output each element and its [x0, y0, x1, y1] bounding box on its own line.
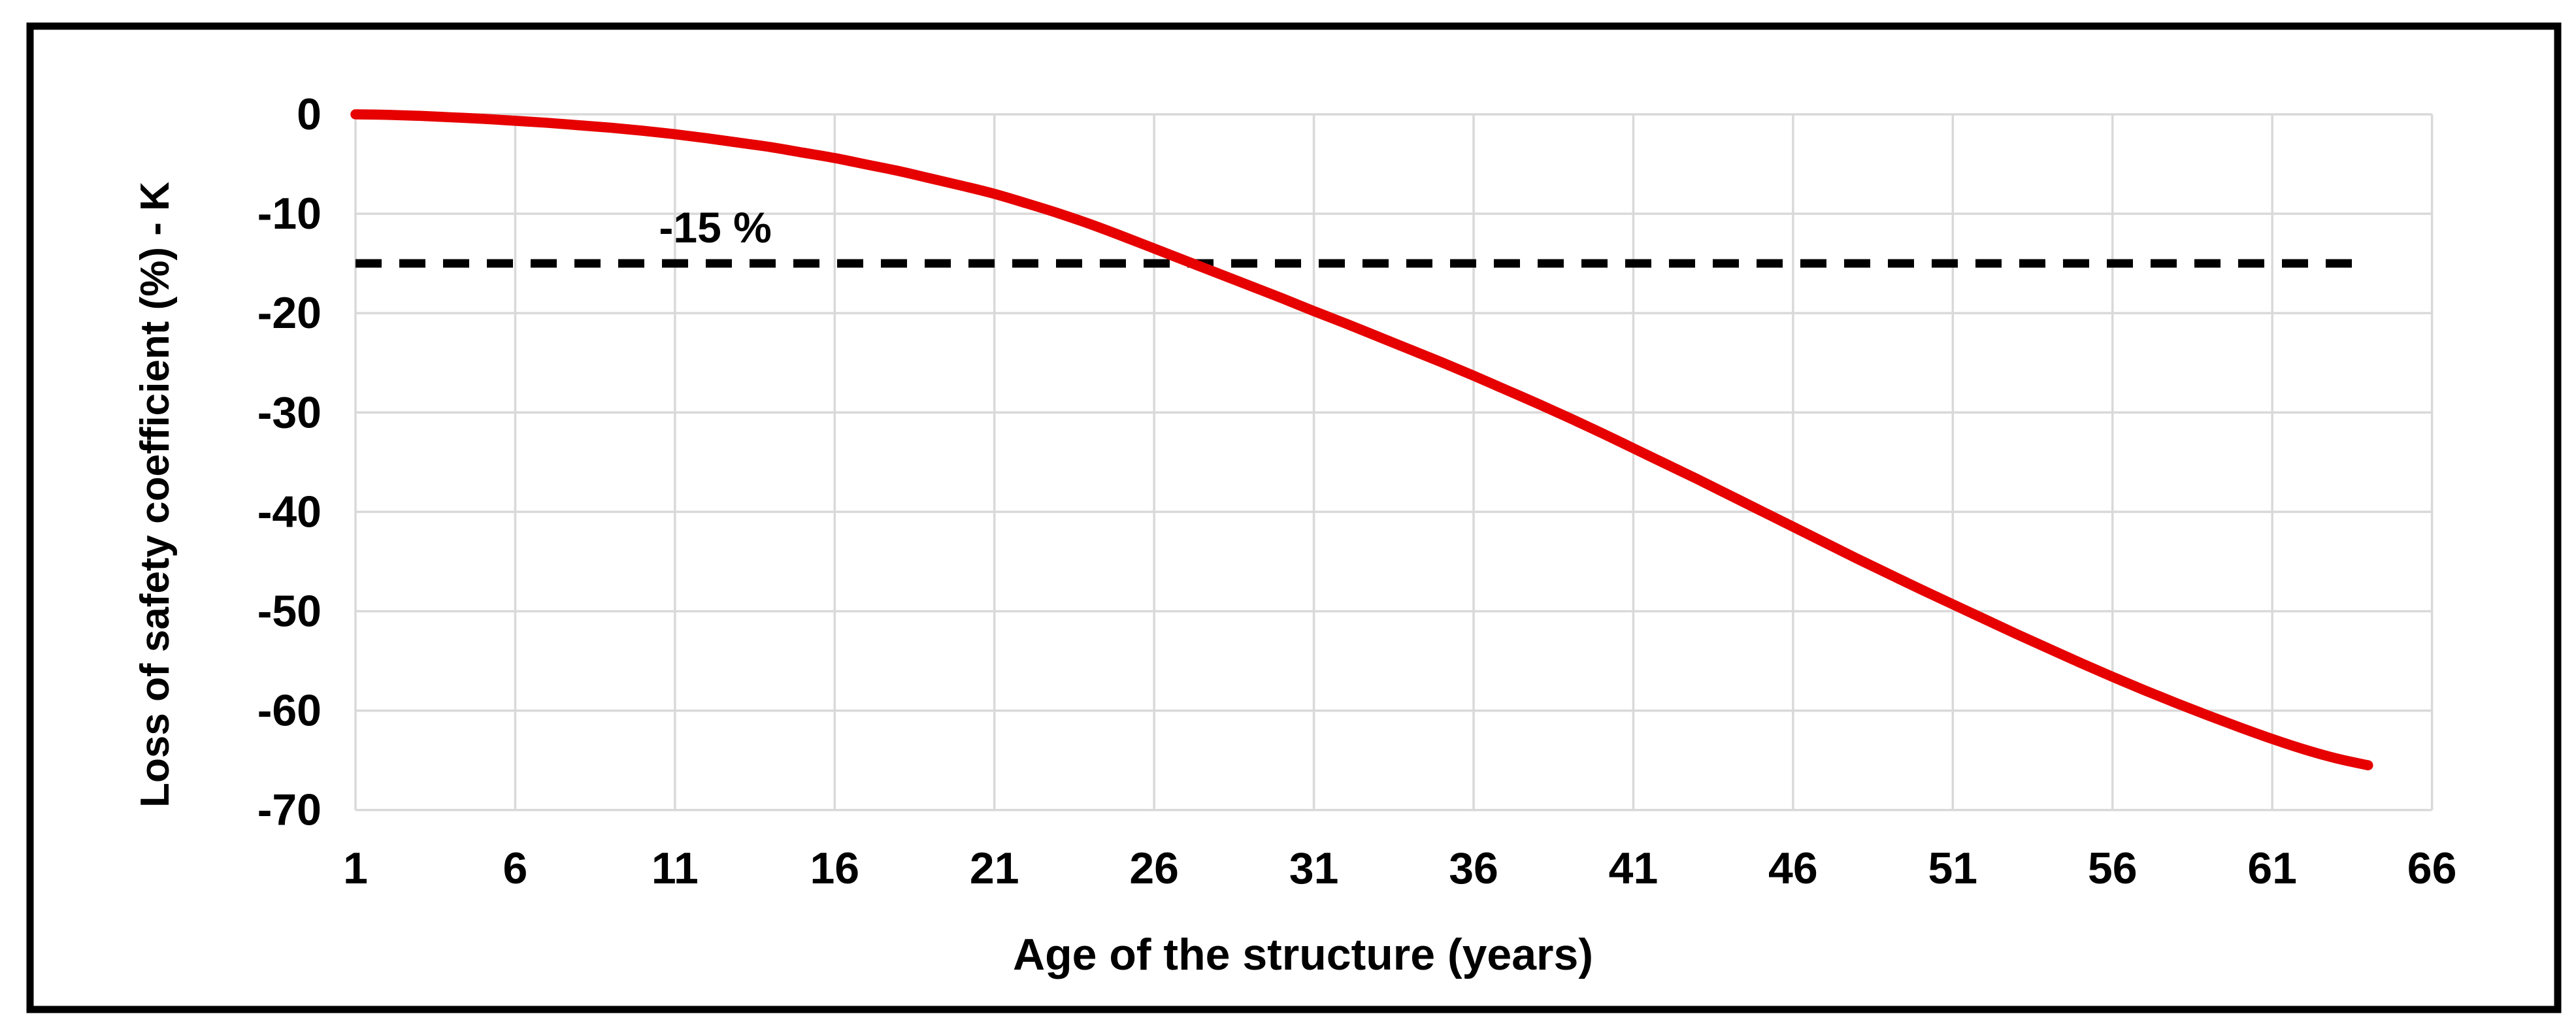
y-tick-label: -20 — [257, 288, 322, 338]
x-tick-label: 16 — [810, 844, 859, 893]
x-tick-label: 11 — [652, 844, 699, 893]
y-tick-label: -30 — [257, 387, 322, 437]
x-tick-label: 1 — [343, 844, 368, 893]
x-tick-label: 56 — [2088, 844, 2138, 893]
x-tick-label: 66 — [2407, 844, 2457, 893]
x-tick-label: 41 — [1609, 844, 1659, 893]
y-tick-label: -40 — [257, 487, 322, 536]
y-tick-label: -70 — [257, 785, 322, 835]
chart-outer-border — [26, 22, 2562, 1013]
x-tick-label: 46 — [1768, 844, 1818, 893]
x-axis-title: Age of the structure (years) — [1013, 930, 1593, 979]
loss-curve-line — [350, 109, 2373, 771]
x-tick-label: 6 — [503, 844, 528, 893]
y-axis-tick-labels: 0 -10 -20 -30 -40 -50 -60 -70 — [257, 90, 322, 835]
x-tick-label: 21 — [970, 844, 1019, 893]
x-tick-label: 26 — [1129, 844, 1179, 893]
y-tick-label: 0 — [297, 90, 322, 139]
y-tick-label: -50 — [257, 587, 322, 636]
x-tick-label: 61 — [2247, 844, 2297, 893]
x-tick-label: 36 — [1449, 844, 1498, 893]
y-axis-title: Loss of safety coefficient (%) - K — [133, 182, 178, 808]
x-axis-tick-labels: 1 6 11 16 21 26 31 36 41 46 51 56 61 66 — [343, 844, 2456, 893]
x-tick-label: 51 — [1928, 844, 1977, 893]
x-tick-label: 31 — [1289, 844, 1339, 893]
gridlines — [354, 113, 2434, 812]
y-tick-label: -60 — [257, 686, 322, 736]
y-tick-label: -10 — [257, 189, 322, 238]
threshold-label: -15 % — [659, 203, 771, 252]
